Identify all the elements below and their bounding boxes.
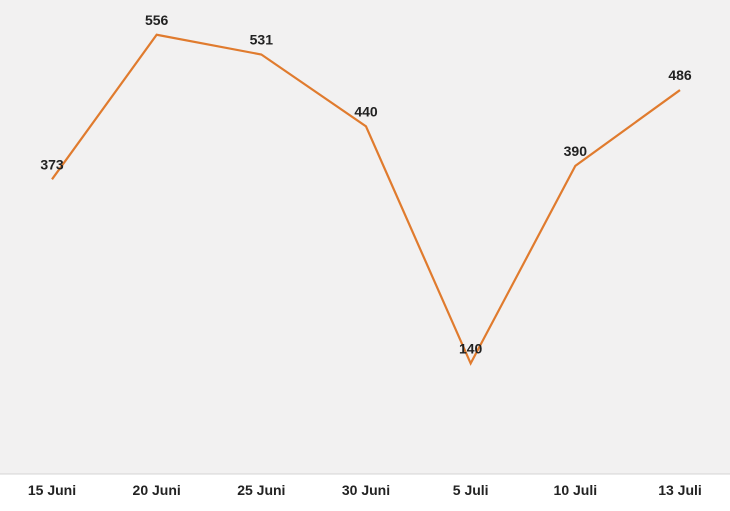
data-label: 140 (459, 340, 483, 356)
series-line-0 (51, 33, 681, 366)
x-tick-label: 10 Juli (554, 482, 598, 498)
series-layer (51, 33, 681, 366)
x-tick-label: 25 Juni (237, 482, 285, 498)
x-tick-label: 13 Juli (658, 482, 702, 498)
data-label: 440 (354, 103, 378, 119)
data-label: 531 (250, 32, 274, 48)
data-label: 373 (40, 156, 64, 172)
x-tick-layer: 15 Juni 20 Juni 25 Juni 30 Juni 5 Juli 10 Jul… (28, 482, 702, 498)
data-label-layer: 373 556 531 440 140 390 486 (40, 12, 692, 357)
data-label: 556 (145, 12, 169, 28)
x-tick-label: 30 Juni (342, 482, 390, 498)
data-label: 486 (668, 67, 692, 83)
data-label: 390 (564, 143, 588, 159)
x-tick-label: 5 Juli (453, 482, 489, 498)
plot-area (0, 0, 730, 474)
x-tick-label: 20 Juni (133, 482, 181, 498)
x-tick-label: 15 Juni (28, 482, 76, 498)
